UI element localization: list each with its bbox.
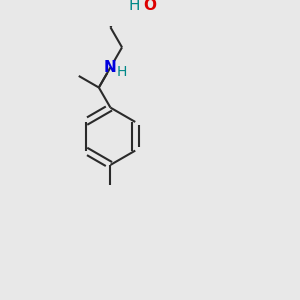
Text: H: H [128, 0, 140, 13]
Text: N: N [104, 60, 117, 75]
Text: H: H [117, 64, 127, 79]
Text: O: O [144, 0, 157, 13]
